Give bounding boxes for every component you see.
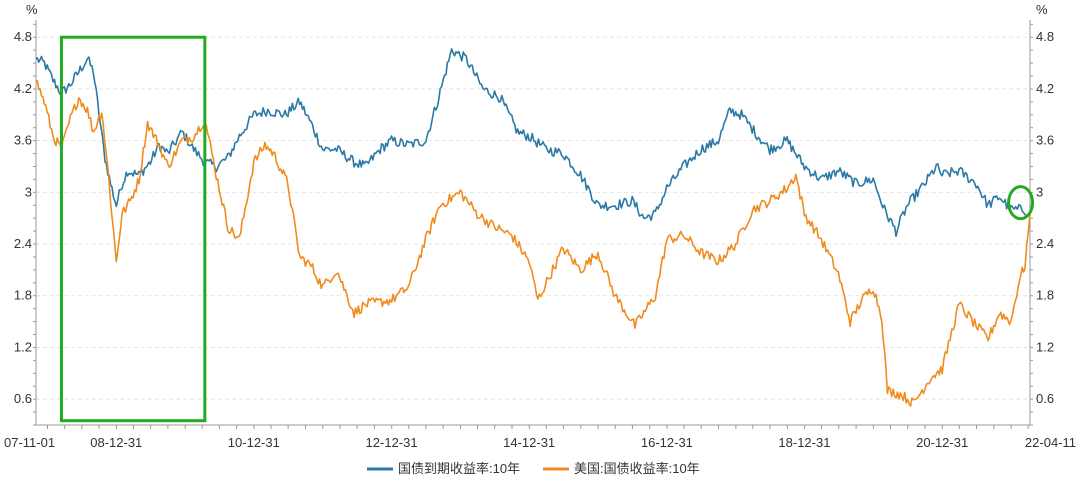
series-lines — [35, 48, 1031, 407]
y-tick-label-right: 4.2 — [1036, 81, 1054, 96]
x-tick-label: 16-12-31 — [641, 435, 693, 450]
gridlines — [36, 36, 1030, 400]
x-tick-label: 20-12-31 — [916, 435, 968, 450]
y-tick-label-left: 3.6 — [14, 133, 32, 148]
series-line-1 — [35, 48, 1031, 237]
y-unit-right: % — [1036, 2, 1048, 17]
x-tick-label: 14-12-31 — [503, 435, 555, 450]
y-tick-label-left: 3 — [25, 184, 32, 199]
y-tick-label-left: 4.8 — [14, 29, 32, 44]
highlight-box — [59, 35, 207, 423]
legend-label-2: 美国:国债收益率:10年 — [574, 461, 700, 476]
x-tick-label: 07-11-01 — [4, 435, 55, 450]
y-tick-label-right: 4.8 — [1036, 29, 1054, 44]
y-tick-label-right: 3.6 — [1036, 133, 1054, 148]
y-axis-right: 0.6 1.2 1.8 2.4 3 3.6 4.2 4.8 — [1029, 20, 1054, 426]
annotations — [59, 35, 1035, 423]
x-tick-label: 22-04-11 — [1025, 435, 1076, 450]
y-tick-label-left: 1.2 — [14, 339, 32, 354]
y-tick-label-left: 4.2 — [14, 81, 32, 96]
series-line-2 — [35, 79, 1031, 407]
y-tick-label-left: 1.8 — [14, 288, 32, 303]
y-tick-label-right: 1.8 — [1036, 288, 1054, 303]
y-tick-label-right: 3 — [1036, 184, 1043, 199]
y-tick-label-right: 0.6 — [1036, 391, 1054, 406]
highlight-circle — [1007, 185, 1035, 221]
x-tick-label: 18-12-31 — [778, 435, 830, 450]
legend-label-1: 国债到期收益率:10年 — [398, 461, 520, 476]
y-tick-label-left: 2.4 — [14, 236, 32, 251]
x-tick-label: 10-12-31 — [228, 435, 280, 450]
x-tick-label: 08-12-31 — [90, 435, 142, 450]
y-tick-label-right: 1.2 — [1036, 339, 1054, 354]
legend: 国债到期收益率:10年 美国:国债收益率:10年 — [367, 461, 700, 476]
y-tick-label-left: 0.6 — [14, 391, 32, 406]
y-unit-left: % — [26, 2, 38, 17]
x-tick-label: 12-12-31 — [366, 435, 418, 450]
y-axis-left: 0.6 1.2 1.8 2.4 3 3.6 4.2 4.8 — [14, 20, 37, 426]
y-tick-label-right: 2.4 — [1036, 236, 1054, 251]
x-axis: 07-11-01 08-12-31 10-12-31 12-12-31 14-12-31… — [4, 424, 1076, 450]
